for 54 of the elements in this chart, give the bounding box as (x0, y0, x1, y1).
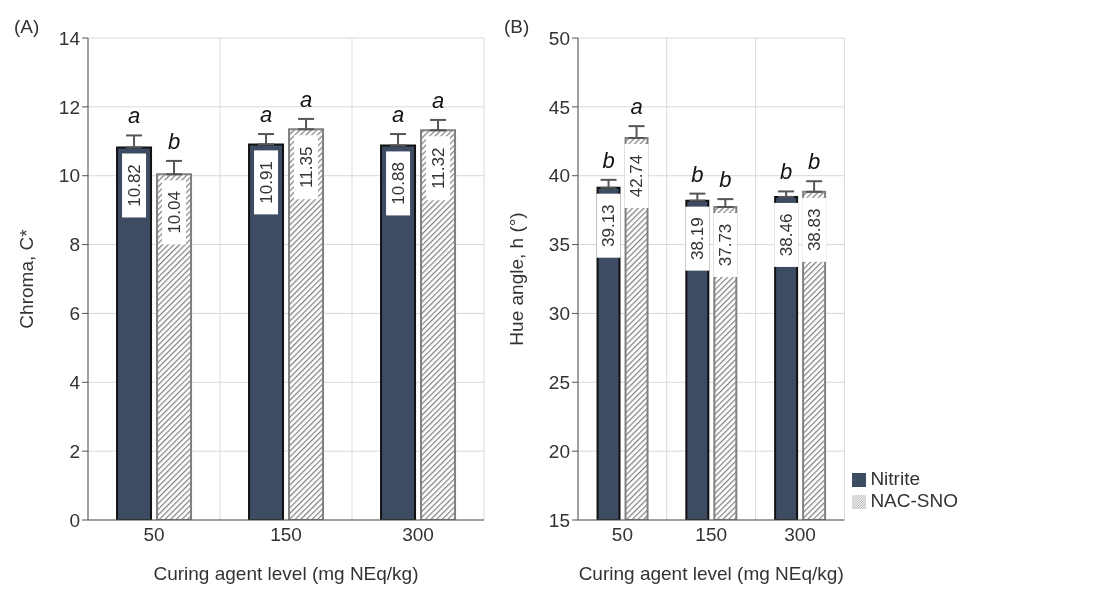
annotation: b (807, 149, 821, 175)
y-tick-label: 50 (548, 27, 570, 49)
data-label: 10.82 (124, 164, 144, 207)
annotation: b (779, 159, 793, 185)
x-axis-title: Curing agent level (mg NEq/kg) (153, 563, 419, 584)
annotation: b (691, 161, 704, 187)
data-label: 39.13 (599, 204, 619, 247)
x-tick-label: 50 (611, 524, 633, 546)
data-label: 11.32 (428, 147, 448, 189)
y-tick-label: 14 (58, 27, 81, 49)
y-axis-title: Chroma, C* (15, 228, 37, 329)
data-label: 37.73 (715, 223, 735, 267)
chart-title: (B) (504, 16, 530, 38)
data-label: 38.19 (687, 217, 707, 260)
data-label: 10.04 (164, 191, 184, 234)
x-tick-label: 150 (270, 524, 302, 546)
data-label: 10.91 (256, 161, 276, 204)
y-tick-label: 12 (58, 96, 80, 118)
y-tick-label: 45 (548, 96, 570, 118)
x-axis-title: Curing agent level (mg NEq/kg) (578, 563, 844, 584)
annotation: a (259, 102, 273, 128)
x-tick-label: 150 (695, 524, 728, 546)
annotation: b (719, 167, 732, 193)
annotation: a (431, 87, 445, 113)
data-label: 42.74 (627, 154, 647, 198)
y-tick-label: 20 (548, 440, 570, 462)
data-label: 11.35 (296, 146, 316, 188)
legend-label: Nitrite (870, 468, 920, 489)
data-label: 10.88 (388, 162, 408, 205)
annotation: a (630, 94, 643, 120)
y-tick-label: 6 (69, 303, 80, 325)
annotation: a (391, 102, 405, 128)
y-tick-label: 0 (69, 509, 80, 531)
y-tick-label: 25 (548, 372, 570, 394)
y-tick-label: 10 (58, 165, 80, 187)
chart-title: (A) (14, 16, 40, 38)
x-tick-label: 300 (402, 524, 434, 546)
y-tick-label: 8 (69, 234, 80, 256)
y-tick-label: 35 (548, 234, 570, 256)
y-tick-label: 40 (548, 165, 570, 187)
annotation: a (127, 103, 141, 129)
y-tick-label: 15 (548, 509, 570, 531)
x-tick-label: 50 (143, 524, 165, 546)
y-tick-label: 2 (69, 440, 80, 462)
y-tick-label: 4 (69, 372, 81, 394)
annotation: a (299, 86, 313, 112)
annotation: b (167, 128, 181, 154)
y-axis-title: Hue angle, h (°) (505, 212, 527, 346)
y-tick-label: 30 (548, 303, 570, 325)
legend-label: NAC-SNO (870, 490, 958, 511)
data-label: 38.83 (804, 208, 824, 252)
x-tick-label: 300 (784, 524, 816, 546)
data-label: 38.46 (776, 213, 796, 257)
annotation: b (602, 147, 615, 173)
